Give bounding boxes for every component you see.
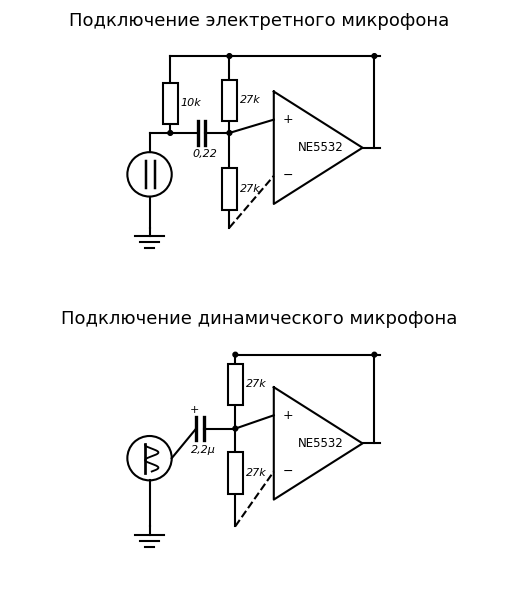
- Text: 27k: 27k: [246, 468, 266, 478]
- Bar: [222, 80, 237, 121]
- Circle shape: [233, 352, 238, 357]
- Bar: [228, 364, 243, 405]
- Text: 10k: 10k: [181, 98, 202, 109]
- Circle shape: [227, 53, 232, 58]
- Circle shape: [227, 131, 232, 136]
- Bar: [228, 452, 243, 494]
- Text: +: +: [190, 405, 199, 415]
- Text: +: +: [283, 113, 293, 126]
- Circle shape: [372, 352, 377, 357]
- Text: Подключение динамического микрофона: Подключение динамического микрофона: [61, 310, 457, 328]
- Circle shape: [372, 53, 377, 58]
- Text: −: −: [283, 169, 293, 182]
- Text: 2,2μ: 2,2μ: [191, 445, 216, 455]
- Text: 27k: 27k: [240, 184, 261, 194]
- Text: −: −: [283, 465, 293, 478]
- Text: 0,22: 0,22: [193, 149, 218, 159]
- Text: +: +: [283, 409, 293, 422]
- Text: 27k: 27k: [240, 95, 261, 106]
- Circle shape: [168, 131, 172, 136]
- Text: NE5532: NE5532: [298, 141, 344, 154]
- Bar: [163, 83, 178, 124]
- Text: Подключение электретного микрофона: Подключение электретного микрофона: [69, 11, 449, 29]
- Circle shape: [233, 426, 238, 431]
- Text: 27k: 27k: [246, 379, 266, 389]
- Bar: [222, 169, 237, 210]
- Text: NE5532: NE5532: [298, 437, 344, 450]
